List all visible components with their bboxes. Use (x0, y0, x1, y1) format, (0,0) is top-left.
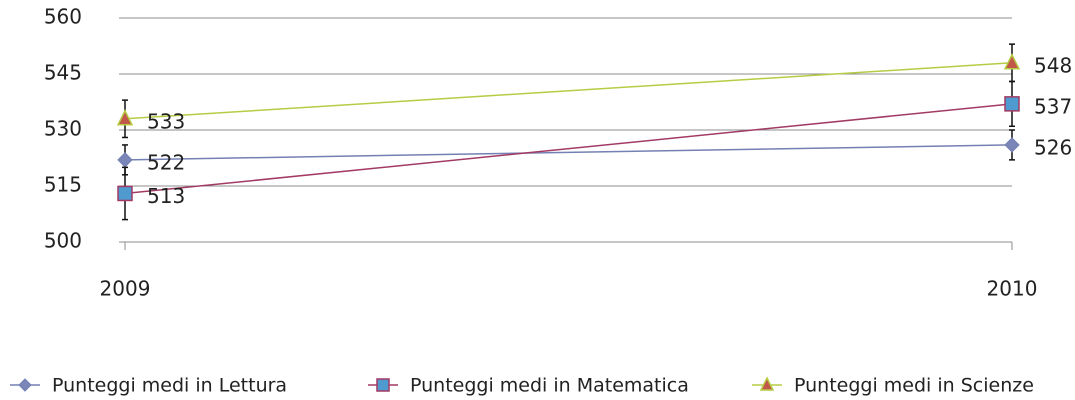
series-line (124, 62, 1013, 120)
legend: Punteggi medi in Lettura Punteggi medi in… (10, 375, 1034, 397)
marker (1004, 96, 1020, 112)
marker (117, 152, 133, 168)
legend-label: Punteggi medi in Lettura (52, 375, 287, 397)
legend-marker (759, 376, 775, 391)
data-label: 513 (147, 184, 185, 208)
data-label: 533 (147, 109, 185, 133)
series-line (124, 103, 1013, 195)
y-tick-label: 530 (44, 117, 82, 141)
plot-area: 500 515 530 545 560 2009 2010 522 526 513 537 533 54… (44, 5, 1072, 301)
marker (1003, 53, 1021, 70)
x-tick-label: 2010 (987, 277, 1038, 301)
marker (116, 109, 134, 126)
y-tick-label: 560 (44, 5, 82, 29)
legend-label: Punteggi medi in Matematica (410, 375, 689, 397)
legend-marker (18, 378, 32, 392)
y-tick-label: 545 (44, 61, 82, 85)
series-line (124, 144, 1013, 161)
data-label: 522 (147, 150, 185, 174)
x-tick-label: 2009 (100, 277, 151, 301)
data-label: 526 (1034, 135, 1072, 159)
y-tick-label: 500 (44, 229, 82, 253)
y-tick-label: 515 (44, 173, 82, 197)
data-label: 537 (1034, 94, 1072, 118)
data-label: 548 (1034, 53, 1072, 77)
marker (117, 185, 133, 202)
legend-marker (376, 378, 390, 392)
legend-label: Punteggi medi in Scienze (794, 375, 1034, 397)
marker (1004, 137, 1020, 153)
